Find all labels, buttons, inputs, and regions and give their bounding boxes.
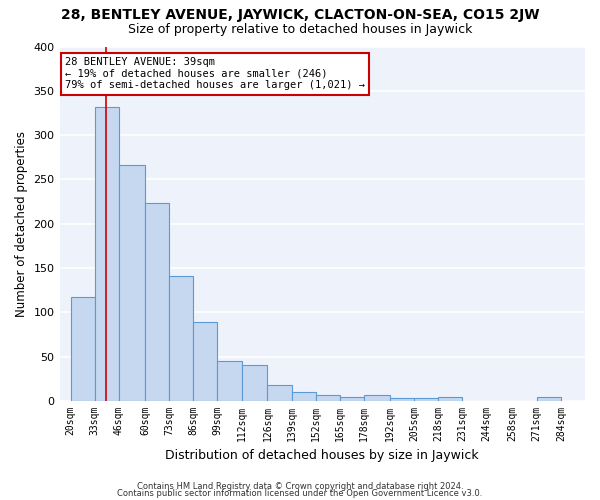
Bar: [537, 396, 561, 401]
Text: 28 BENTLEY AVENUE: 39sqm
← 19% of detached houses are smaller (246)
79% of semi-: 28 BENTLEY AVENUE: 39sqm ← 19% of detach…: [65, 57, 365, 90]
Bar: [169, 276, 193, 401]
Bar: [340, 396, 364, 401]
Text: Size of property relative to detached houses in Jaywick: Size of property relative to detached ho…: [128, 22, 472, 36]
Bar: [119, 166, 145, 401]
X-axis label: Distribution of detached houses by size in Jaywick: Distribution of detached houses by size …: [166, 450, 479, 462]
Bar: [390, 398, 414, 401]
Y-axis label: Number of detached properties: Number of detached properties: [15, 131, 28, 317]
Bar: [292, 392, 316, 401]
Bar: [242, 364, 268, 401]
Bar: [145, 202, 169, 401]
Bar: [95, 107, 119, 401]
Bar: [268, 385, 292, 401]
Text: Contains HM Land Registry data © Crown copyright and database right 2024.: Contains HM Land Registry data © Crown c…: [137, 482, 463, 491]
Bar: [414, 398, 439, 401]
Bar: [217, 361, 242, 401]
Bar: [193, 322, 217, 401]
Bar: [439, 396, 463, 401]
Text: Contains public sector information licensed under the Open Government Licence v3: Contains public sector information licen…: [118, 490, 482, 498]
Text: 28, BENTLEY AVENUE, JAYWICK, CLACTON-ON-SEA, CO15 2JW: 28, BENTLEY AVENUE, JAYWICK, CLACTON-ON-…: [61, 8, 539, 22]
Bar: [364, 395, 390, 401]
Bar: [316, 395, 340, 401]
Bar: [71, 298, 95, 401]
